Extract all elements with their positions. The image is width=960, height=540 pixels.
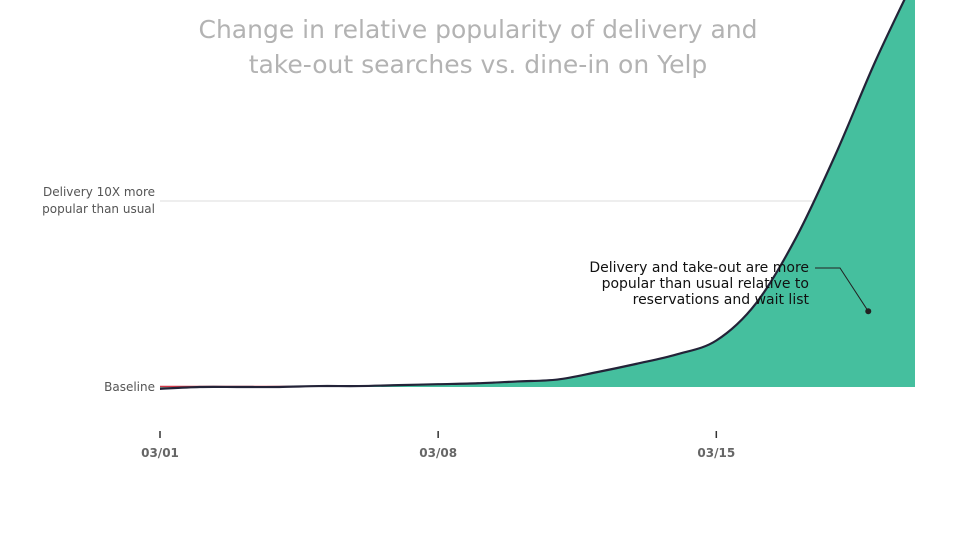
y-tick-label: Baseline bbox=[104, 380, 155, 394]
subtitle-line: take-out searches vs. dine-in on Yelp bbox=[248, 50, 708, 79]
annotation-text-line: reservations and wait list bbox=[633, 292, 810, 308]
delivery-area bbox=[160, 0, 915, 389]
annotation-text-line: popular than usual relative to bbox=[602, 276, 809, 292]
annotation-text-line: Delivery and take-out are more bbox=[589, 260, 809, 276]
x-tick-label: 03/15 bbox=[697, 446, 735, 460]
chart-subtitle: Change in relative popularity of deliver… bbox=[0, 12, 956, 82]
x-tick-label: 03/01 bbox=[141, 446, 179, 460]
x-tick-label: 03/08 bbox=[419, 446, 457, 460]
annotation-dot bbox=[865, 308, 872, 315]
annotation-leader-line bbox=[815, 267, 869, 312]
y-axis-labels: Baseline Delivery 10X more popular than us… bbox=[42, 185, 155, 394]
x-axis: 03/01 03/08 03/15 bbox=[141, 431, 735, 460]
y-tick-label: popular than usual bbox=[42, 202, 155, 216]
y-tick-label: Delivery 10X more bbox=[43, 185, 155, 199]
subtitle-line: Change in relative popularity of deliver… bbox=[198, 15, 758, 44]
delivery-series-line bbox=[159, 0, 906, 390]
